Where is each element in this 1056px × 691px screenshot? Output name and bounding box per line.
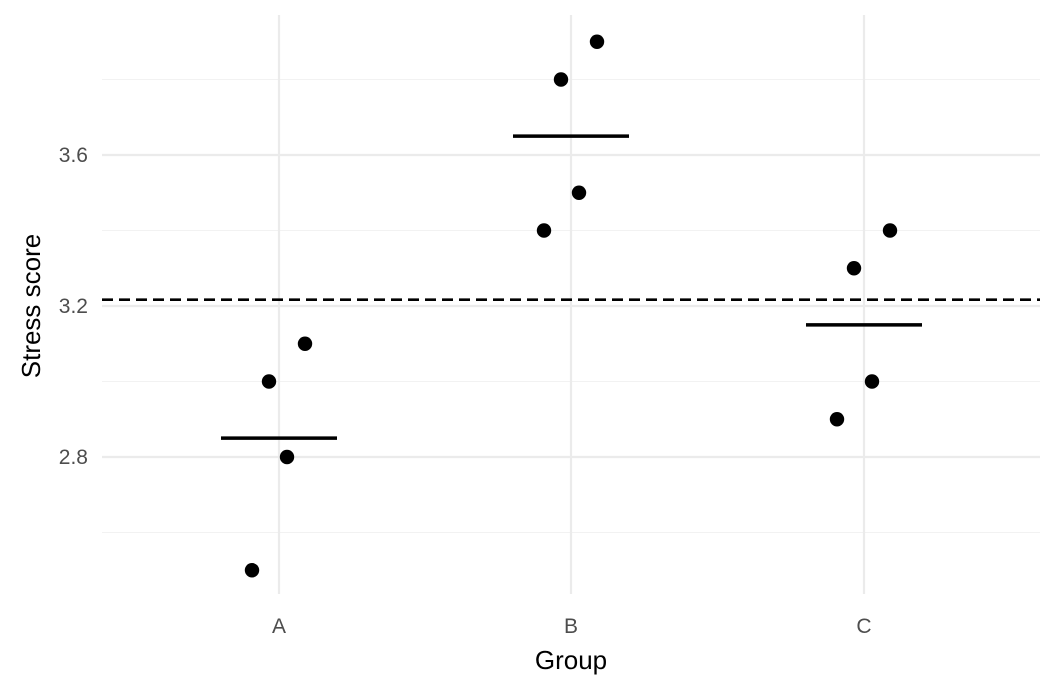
data-point <box>846 261 862 276</box>
y-axis-title: Stress score <box>16 234 46 379</box>
x-tick-label: C <box>856 615 871 638</box>
x-tick-label: A <box>272 615 286 638</box>
data-point <box>297 336 313 351</box>
x-tick-labels: A B C <box>272 615 872 638</box>
data-point <box>244 563 260 578</box>
major-gridlines <box>102 15 1040 594</box>
data-point-layer <box>244 34 898 578</box>
data-point <box>261 374 277 389</box>
data-point <box>279 449 295 465</box>
data-point <box>571 185 587 200</box>
y-tick-label: 2.8 <box>59 446 88 469</box>
data-point <box>864 374 880 389</box>
data-point <box>553 72 569 87</box>
y-tick-label: 3.2 <box>59 295 88 318</box>
x-tick-label: B <box>564 615 578 638</box>
y-tick-labels: 2.8 3.2 3.6 <box>59 144 88 469</box>
x-axis-title: Group <box>535 645 607 675</box>
data-point <box>829 412 845 427</box>
y-tick-label: 3.6 <box>59 144 88 167</box>
data-point <box>589 34 605 49</box>
data-point <box>882 223 898 238</box>
group-mean-layer <box>221 134 922 440</box>
data-point <box>536 223 552 238</box>
